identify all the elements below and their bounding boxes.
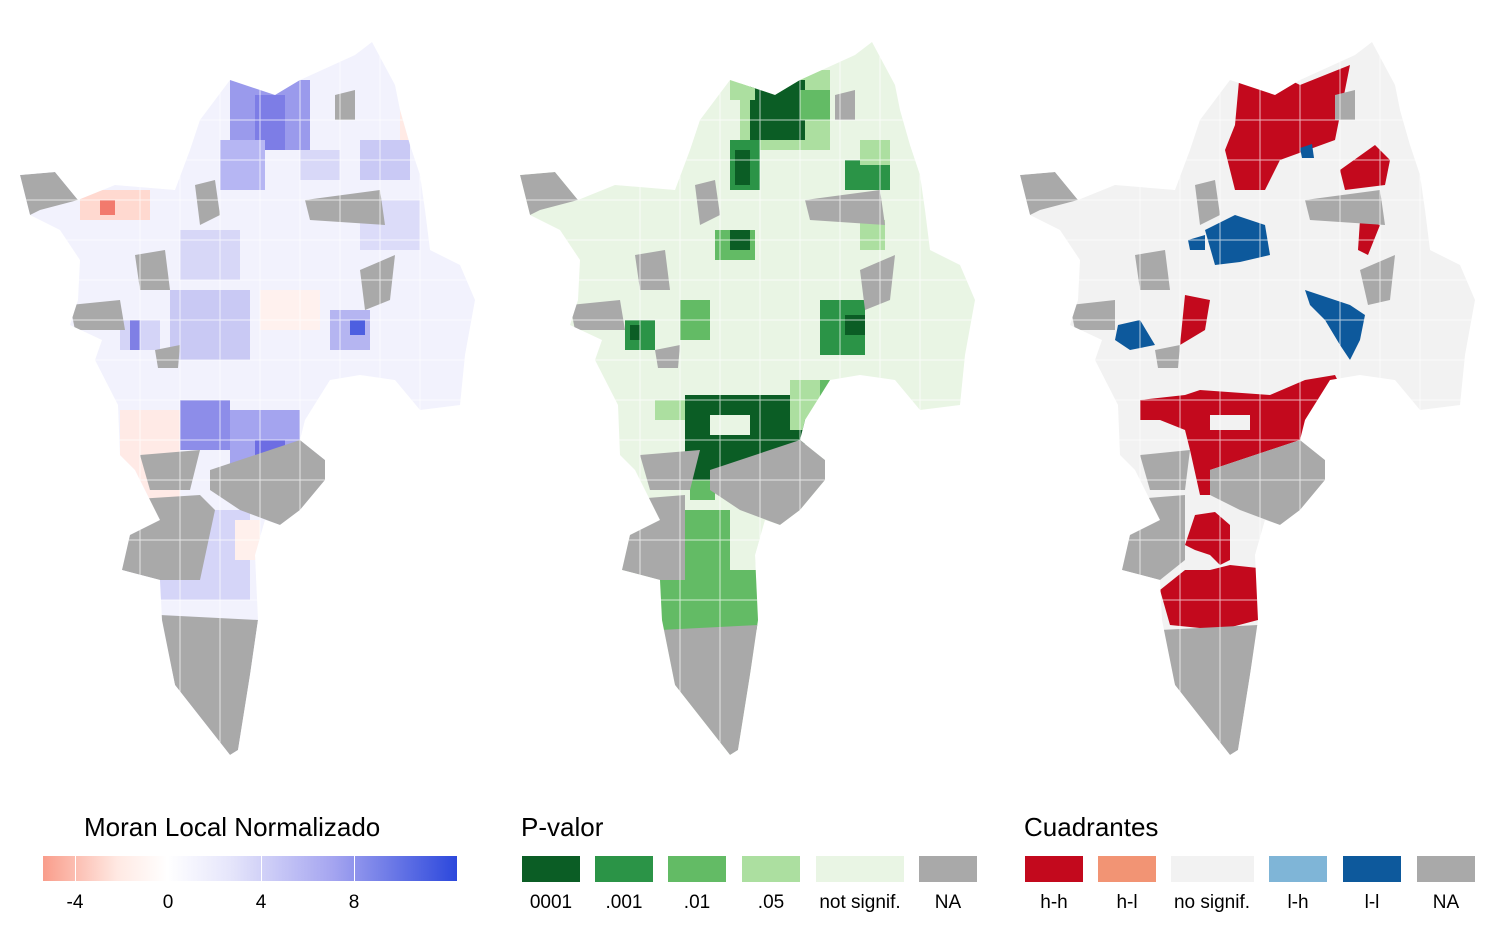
p-valor-swatch-not-signif: [816, 856, 904, 882]
p-valor-label: NA: [934, 892, 962, 913]
p-valor-legend-title: P-valor: [521, 812, 604, 842]
p-valor-label: 0001: [529, 892, 573, 913]
p-valor-label: .05: [757, 892, 785, 913]
cuadrantes-swatch-l-h: [1269, 856, 1327, 882]
moran-tick-mark: [261, 856, 262, 881]
cuadrantes-swatch-h-h: [1025, 856, 1083, 882]
cuadrantes-legend: Cuadrantes h-h h-l no signif. l-h l-l NA: [0, 812, 1500, 922]
cuadrantes-swatch-h-l: [1098, 856, 1156, 882]
cuadrantes-label: l-l: [1364, 892, 1380, 913]
moran-legend-title: Moran Local Normalizado: [84, 812, 381, 842]
moran-gradient-bar: [43, 856, 457, 881]
moran-tick-label: 0: [162, 892, 174, 913]
p-valor-swatch-na: [919, 856, 977, 882]
cuadrantes-legend-title: Cuadrantes: [1024, 812, 1159, 842]
cuadrantes-label: NA: [1432, 892, 1460, 913]
moran-tick-mark: [75, 856, 76, 881]
p-valor-swatch-05: [742, 856, 800, 882]
cuadrantes-label: no signif.: [1173, 892, 1251, 913]
p-valor-swatch-001: [595, 856, 653, 882]
moran-tick-label: -4: [66, 892, 84, 913]
p-valor-label: not signif.: [819, 892, 901, 913]
cuadrantes-swatch-no-signif: [1171, 856, 1254, 882]
p-valor-legend: P-valor 0001 .001 .01 .05 not signif. NA: [0, 812, 1000, 922]
p-valor-map: [500, 0, 1000, 790]
moran-tick-mark: [354, 856, 355, 881]
cuadrantes-swatch-na: [1417, 856, 1475, 882]
moran-tick-label: 4: [255, 892, 267, 913]
moran-tick-label: 8: [348, 892, 360, 913]
cuadrantes-label: l-h: [1287, 892, 1309, 913]
p-valor-label: .01: [683, 892, 711, 913]
cuadrantes-label: h-l: [1116, 892, 1138, 913]
cuadrantes-map: [1000, 0, 1500, 790]
cuadrantes-label: h-h: [1040, 892, 1068, 913]
moran-tick-mark: [168, 856, 169, 881]
p-valor-swatch-0001: [522, 856, 580, 882]
p-valor-label: .001: [605, 892, 643, 913]
cuadrantes-swatch-l-l: [1343, 856, 1401, 882]
p-valor-swatch-01: [668, 856, 726, 882]
moran-local-map: [0, 0, 500, 790]
moran-legend: Moran Local Normalizado -4 0 4 8: [0, 812, 500, 922]
